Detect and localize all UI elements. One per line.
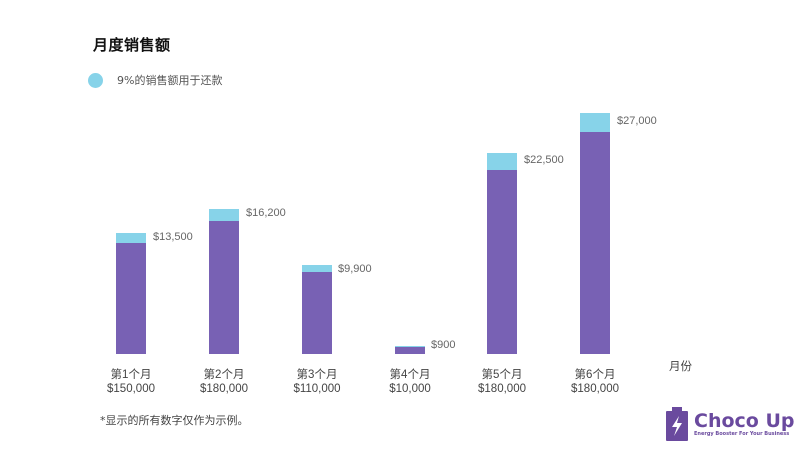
data-label: $900 — [431, 339, 456, 351]
footnote: *显示的所有数字仅作为示例。 — [100, 414, 249, 427]
month-label: 第5个月 — [481, 369, 523, 381]
sales-label: $150,000 — [107, 383, 155, 395]
chart-title: 月度销售额 — [93, 36, 171, 54]
bar-segment-sales — [395, 347, 425, 354]
brand-tagline: Energy Booster For Your Business — [694, 431, 790, 437]
sales-label: $180,000 — [571, 383, 619, 395]
data-label: $27,000 — [617, 115, 657, 127]
x-tick-label: 第1个月 $150,000 — [91, 368, 171, 396]
month-label: 第4个月 — [389, 369, 431, 381]
bar-segment-repayment — [209, 209, 239, 221]
bar-segment-sales — [580, 132, 610, 354]
bar-segment-sales — [487, 170, 517, 354]
bar-month-5 — [487, 153, 517, 354]
x-tick-label: 第5个月 $180,000 — [462, 368, 542, 396]
bar-segment-repayment — [302, 265, 332, 272]
x-tick-label: 第6个月 $180,000 — [555, 368, 635, 396]
x-tick-label: 第4个月 $10,000 — [370, 368, 450, 396]
data-label: $9,900 — [338, 263, 372, 275]
bar-segment-repayment — [395, 346, 425, 347]
bar-segment-repayment — [487, 153, 517, 170]
battery-lightning-icon — [666, 407, 688, 441]
bar-segment-sales — [116, 243, 146, 354]
bar-month-3 — [302, 265, 332, 354]
bar-month-6 — [580, 113, 610, 354]
bar-segment-repayment — [116, 233, 146, 243]
brand-logo: Choco Up Energy Booster For Your Busines… — [666, 407, 794, 441]
sales-label: $180,000 — [478, 383, 526, 395]
sales-label: $110,000 — [293, 383, 341, 395]
data-label: $16,200 — [246, 207, 286, 219]
bar-segment-repayment — [580, 113, 610, 132]
sales-label: $180,000 — [200, 383, 248, 395]
bar-segment-sales — [209, 221, 239, 354]
sales-label: $10,000 — [389, 383, 431, 395]
bar-month-2 — [209, 209, 239, 354]
legend-swatch-repayment — [88, 72, 103, 88]
month-label: 第2个月 — [203, 369, 245, 381]
legend-label-repayment: 9%的销售额用于还款 — [117, 74, 223, 87]
data-label: $22,500 — [524, 154, 564, 166]
month-label: 第6个月 — [574, 369, 616, 381]
legend: 9%的销售额用于还款 — [88, 72, 222, 88]
x-axis-title: 月份 — [669, 359, 692, 373]
bar-month-1 — [116, 233, 146, 354]
brand-name: Choco Up — [694, 410, 795, 432]
month-label: 第1个月 — [110, 369, 152, 381]
bar-month-4 — [395, 346, 425, 354]
x-tick-label: 第2个月 $180,000 — [184, 368, 264, 396]
x-tick-label: 第3个月 $110,000 — [277, 368, 357, 396]
data-label: $13,500 — [153, 231, 193, 243]
bar-segment-sales — [302, 272, 332, 354]
month-label: 第3个月 — [296, 369, 338, 381]
